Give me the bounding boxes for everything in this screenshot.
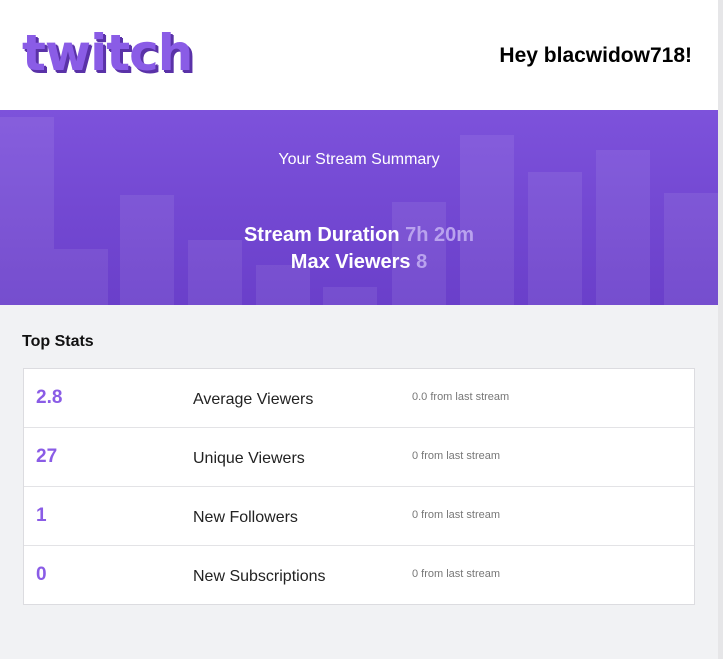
- bg-bar: [596, 150, 650, 305]
- banner-stat: Stream Duration 7h 20m: [0, 224, 718, 247]
- stat-change: 0 from last stream: [412, 568, 501, 580]
- bg-bar: [188, 240, 242, 305]
- bg-bar: [460, 135, 514, 305]
- bg-bar: [392, 202, 446, 305]
- bg-bar: [664, 193, 718, 305]
- stat-value: 8: [416, 251, 428, 273]
- stat-row: 2.8 Average Viewers 0.0 from last stream: [24, 369, 694, 427]
- section-title: Top Stats: [22, 333, 94, 350]
- stat-value: 2.8: [36, 387, 63, 408]
- stat-value: 1: [36, 505, 47, 526]
- banner-stat: Max Viewers 8: [0, 251, 718, 274]
- stat-label: Max Viewers: [290, 251, 411, 273]
- stat-label: Unique Viewers: [193, 450, 305, 467]
- bg-bar: [256, 265, 310, 305]
- stats-table: 2.8 Average Viewers 0.0 from last stream 27…: [23, 368, 695, 605]
- stat-value: 7h 20m: [405, 224, 475, 246]
- edge: [718, 0, 723, 659]
- bg-bar: [120, 195, 174, 305]
- bg-bar: [54, 249, 108, 305]
- stat-value: 27: [36, 446, 58, 467]
- stat-value: 0: [36, 564, 47, 585]
- stat-label: New Followers: [193, 509, 298, 526]
- greeting: Hey blacwidow718!: [499, 44, 692, 67]
- bg-bar: [0, 117, 54, 305]
- stat-change: 0.0 from last stream: [412, 391, 510, 403]
- stat-row: 0 New Subscriptions 0 from last stream: [24, 545, 694, 604]
- stat-label: Average Viewers: [193, 391, 314, 408]
- stat-label: Stream Duration: [243, 224, 400, 246]
- stat-change: 0 from last stream: [412, 450, 501, 462]
- banner: Your Stream Summary Stream Duration 7h 2…: [0, 110, 718, 305]
- stat-row: 1 New Followers 0 from last stream: [24, 486, 694, 545]
- bg-bar: [528, 172, 582, 305]
- stat-row: 27 Unique Viewers 0 from last stream: [24, 427, 694, 486]
- header: twitch Hey blacwidow718!: [0, 0, 718, 110]
- stat-change: 0 from last stream: [412, 509, 501, 521]
- logo[interactable]: twitch: [22, 24, 193, 82]
- stat-label: New Subscriptions: [193, 568, 326, 585]
- banner-title: Your Stream Summary: [278, 151, 440, 168]
- bg-bar: [323, 287, 377, 305]
